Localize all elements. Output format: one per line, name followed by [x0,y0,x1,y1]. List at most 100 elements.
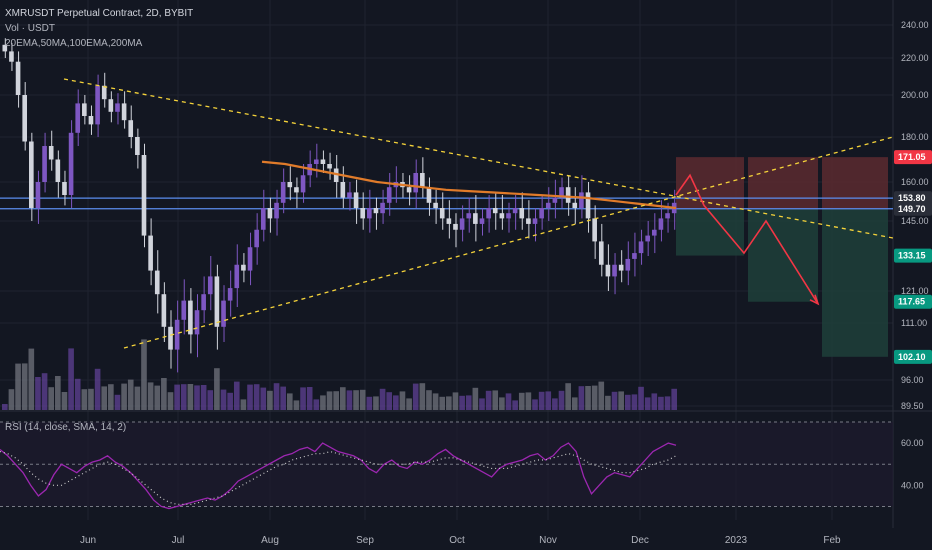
price-badge [894,349,932,364]
candle-body [579,192,584,208]
candle-body [121,103,127,121]
volume-bar [134,386,141,410]
volume-bar [68,348,74,410]
candle-body [605,264,611,277]
volume-bar [525,392,532,410]
volume-bar [174,384,180,410]
price-tick-label: 121.00 [901,286,929,296]
candle-body [2,44,8,52]
volume-bar [194,385,200,410]
volume-bar [48,387,55,410]
time-tick-label: Jun [80,535,96,546]
volume-bar [240,399,247,410]
time-tick-label: Nov [539,535,557,546]
volume-bar [253,384,260,410]
candle-body [380,202,385,214]
volume-bar [379,388,386,410]
candle-body [420,173,425,188]
candle-body [287,182,293,188]
candle-body [214,276,220,327]
volume-bar [306,387,313,410]
candle-body [82,103,87,116]
candle-body [459,218,465,230]
volume-bar [227,392,233,410]
projection-arrowhead [809,294,820,306]
candle-body [62,182,67,195]
volume-bar [465,395,472,410]
candle-body [181,300,187,320]
time-tick-label: Dec [631,535,649,546]
candle-body [665,213,670,219]
candle-body [75,103,81,133]
candle-body [95,85,100,125]
candle-body [221,300,226,327]
volume-bar [326,391,333,410]
candle-body [161,294,167,327]
price-tick-label: 111.00 [901,318,927,328]
candle-body [207,276,213,295]
volume-bar [671,388,677,410]
candle-body [519,208,525,219]
candle-body [638,241,644,254]
volume-bar [8,389,15,410]
volume-bar [618,391,624,410]
price-badge [894,248,932,263]
volume-bar [346,390,353,410]
price-badge [894,150,932,165]
price-tick-label: 220.00 [901,53,929,63]
volume-legend[interactable]: Vol · USDT [5,23,56,34]
candle-body [115,103,120,112]
candle-body [227,288,233,301]
volume-bar [147,382,154,410]
candle-body [201,294,206,311]
volume-bar [108,384,114,410]
candle-body [473,213,478,224]
volume-bar [591,385,598,410]
candle-body [373,208,379,214]
price-tick-label: 240.00 [901,20,929,30]
candle-body [42,146,47,182]
symbol-legend[interactable]: XMRUSDT Perpetual Contract, 2D, BYBIT [5,8,194,19]
price-badge-label: 171.05 [898,152,926,162]
candle-body [526,218,531,224]
candle-body [612,264,617,277]
rsi-line [0,442,677,510]
stop-loss-zone [822,157,888,209]
candle-body [453,223,458,230]
volume-bar [200,385,207,410]
volume-bar [88,388,94,410]
candle-body [141,155,147,236]
volume-bar [658,396,664,410]
volume-bar [233,381,240,410]
volume-bar [638,386,644,410]
volume-bar [432,393,439,410]
candle-body [294,187,299,193]
volume-bar [273,383,280,410]
candle-body [413,173,419,193]
moving-averages-legend[interactable]: 20EMA,50MA,100EMA,200MA [5,38,143,49]
volume-bar [55,376,61,410]
volume-bar [631,394,638,410]
volume-bar [412,383,419,410]
rsi-legend[interactable]: RSI (14, close, SMA, 14, 2) [5,422,127,433]
volume-bar [505,393,512,410]
candle-body [565,187,571,203]
candle-body [545,202,551,208]
price-tick-label: 96.00 [901,375,924,385]
volume-bar [605,395,611,410]
volume-bar [439,396,446,410]
candle-body [108,99,114,112]
volume-bar [247,384,253,410]
volume-bar [518,392,525,410]
take-profit-zone [822,208,888,357]
candle-body [194,310,200,335]
volume-bar [2,404,8,410]
volume-bar [340,387,346,410]
volume-bar [393,395,399,410]
candle-body [386,187,392,203]
candle-body [260,208,266,230]
price-badge-label: 117.65 [898,297,925,307]
volume-bar [28,348,35,410]
candle-body [88,116,94,125]
